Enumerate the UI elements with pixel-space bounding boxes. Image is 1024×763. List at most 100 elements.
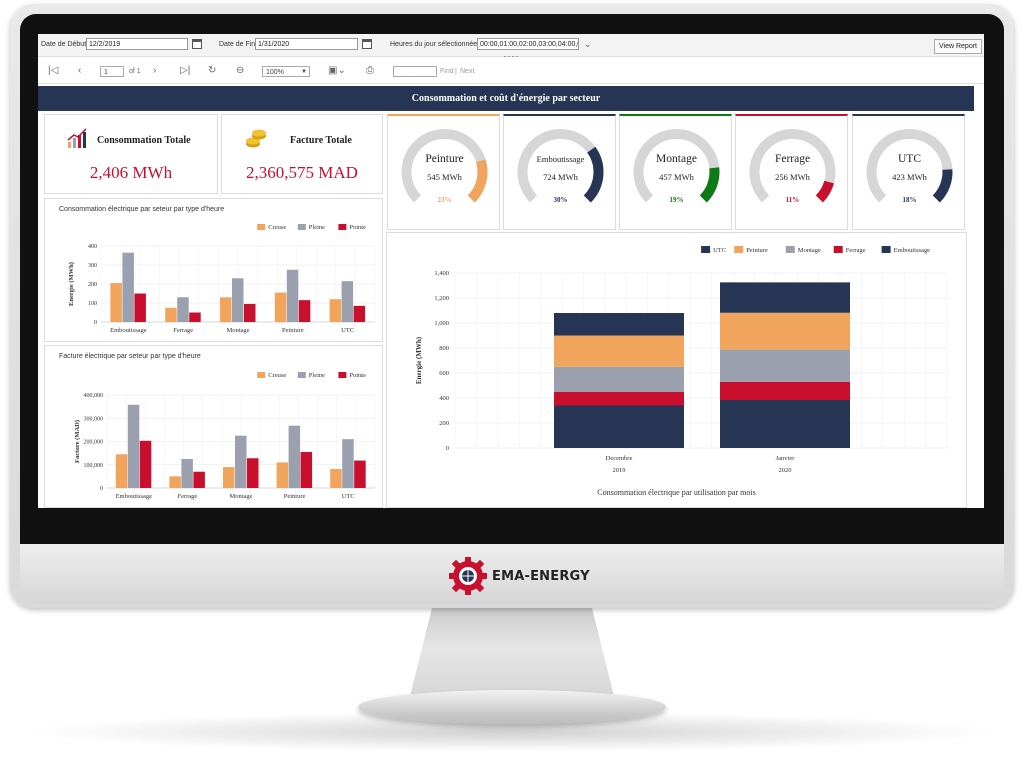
- y-tick-label: 0: [100, 486, 103, 492]
- gauge-percent: 30%: [554, 196, 568, 204]
- zoom-select[interactable]: 100% ▼: [262, 66, 310, 77]
- bar-creuse: [220, 297, 232, 322]
- page-number-input[interactable]: 1: [100, 66, 124, 77]
- monthly-chart-title: Consommation électrique par utilisation …: [597, 488, 756, 497]
- monitor-stand-base: [358, 690, 666, 724]
- x-tick-label: Ferrage: [177, 493, 197, 500]
- stack-segment-utc: [720, 282, 850, 313]
- coins-icon: [246, 129, 266, 148]
- save-icon[interactable]: ▣⌄: [328, 65, 346, 76]
- y-tick-label: 200: [439, 420, 449, 427]
- parameter-bar: Date de Début 12/2/2019 Date de Fin 1/31…: [38, 34, 984, 57]
- calendar-icon[interactable]: [192, 39, 202, 49]
- find-separator: |: [455, 68, 457, 75]
- print-icon[interactable]: ⎙: [366, 65, 374, 76]
- y-tick-label: 0: [94, 320, 97, 326]
- gauge-percent: 18%: [903, 196, 917, 204]
- gauge-peinture: Peinture 545 MWh 23%: [401, 129, 488, 215]
- next-page-icon[interactable]: ›: [153, 65, 157, 76]
- monthly-stacked-bar-chart: 0 200 400 600 800 1,000 1,200 1,400 Energie (MWh…: [415, 246, 948, 474]
- x-tick-label: Montage: [226, 327, 249, 334]
- legend-swatch: [881, 246, 891, 253]
- previous-page-icon[interactable]: ‹: [78, 65, 82, 76]
- heures-select[interactable]: 00:00,01:00,02:00,03:00,04:00,05:0: [477, 38, 579, 50]
- x-tick-label: Decembre: [606, 455, 633, 462]
- bar-creuse: [223, 467, 235, 488]
- x-tick-label: Montage: [229, 493, 252, 500]
- y-axis-label: Energie (MWh): [415, 336, 423, 384]
- kpi-facture-card: Facture Totale 2,360,575 MAD: [221, 114, 383, 194]
- gauge-utc: UTC 423 MWh 18%: [866, 129, 953, 215]
- bar-pointe: [354, 460, 366, 488]
- legend-label: UTC: [713, 247, 726, 254]
- legend-swatch: [701, 246, 711, 253]
- date-debut-input[interactable]: 12/2/2019: [86, 38, 188, 50]
- gear-logo-icon: [449, 557, 487, 595]
- legend-swatch: [257, 372, 266, 378]
- legend-label: Peinture: [746, 247, 768, 254]
- kpi-consommation-title: Consommation Totale: [97, 135, 191, 146]
- date-fin-input[interactable]: 1/31/2020: [255, 38, 358, 50]
- x-tick-label: Peinture: [282, 327, 304, 334]
- bar-creuse: [115, 454, 128, 488]
- legend-label: Montage: [798, 247, 821, 254]
- find-input[interactable]: [393, 66, 437, 77]
- legend-label: Pointe: [349, 372, 366, 379]
- chart-growth-icon: [67, 128, 87, 148]
- stack-segment-utc: [554, 313, 684, 336]
- bar-pleine: [127, 404, 140, 488]
- bar-creuse: [274, 292, 287, 322]
- conso-bar-chart-panel: Consommation électrique par seteur par t…: [44, 198, 383, 342]
- y-tick-label: 1,000: [434, 320, 449, 327]
- y-axis-label: Energie (MWh): [68, 262, 75, 306]
- legend-label: Pointe: [349, 224, 366, 231]
- view-report-button[interactable]: View Report: [934, 39, 982, 54]
- bar-pointe: [189, 312, 201, 322]
- gauge-card-utc: UTC 423 MWh 18%: [852, 114, 965, 230]
- stack-segment-ferrage: [554, 391, 684, 406]
- legend-swatch: [785, 246, 795, 253]
- y-tick-label: 400: [439, 395, 449, 402]
- kpi-consommation-value: 2,406 MWh: [89, 163, 173, 182]
- gauge-card-ferrage: Ferrage 256 MWh 11%: [735, 114, 848, 230]
- refresh-icon[interactable]: ↻: [208, 65, 217, 76]
- y-tick-label: 1,200: [434, 295, 449, 302]
- gauge-ferrage: Ferrage 256 MWh 11%: [749, 129, 836, 215]
- y-tick-label: 100: [88, 301, 97, 307]
- stack-segment-emboutissage: [554, 405, 684, 448]
- gauge-percent: 19%: [670, 196, 684, 204]
- last-page-icon[interactable]: ▷|: [180, 65, 191, 76]
- y-tick-label: 200: [88, 282, 97, 288]
- x-tick-label: Emboutissage: [116, 493, 153, 500]
- gauge-value: 545 MWh: [427, 172, 462, 182]
- brand-name: EMA-ENERGY: [492, 568, 590, 584]
- gauge-value-arc: [517, 129, 604, 215]
- chevron-down-icon[interactable]: ⌄: [584, 39, 592, 49]
- legend-swatch: [833, 246, 843, 253]
- brand-logo-group: EMA-ENERGY: [448, 556, 590, 596]
- kpi-consommation-card: Consommation Totale 2,406 MWh: [44, 114, 218, 194]
- y-tick-label: 200,000: [84, 440, 104, 446]
- x-tick-label: Emboutissage: [110, 327, 147, 334]
- gauge-emboutissage: Emboutissage 724 MWh 30%: [517, 129, 604, 215]
- bar-creuse: [329, 299, 342, 322]
- y-tick-label: 300,000: [84, 416, 104, 422]
- bar-pleine: [288, 425, 301, 488]
- report-toolbar: |◁ ‹ 1 of 1 › ▷| ↻ ⊖ 100% ▼ ▣⌄ ⎙ Find | N…: [38, 57, 984, 84]
- find-link[interactable]: Find: [440, 68, 454, 75]
- back-icon[interactable]: ⊖: [236, 65, 245, 76]
- legend-label: Creuse: [268, 224, 286, 231]
- next-link[interactable]: Next: [460, 68, 475, 75]
- monthly-stacked-chart-panel: 0 200 400 600 800 1,000 1,200 1,400 Energie (MWh…: [386, 232, 967, 508]
- conso-bar-chart: 0 100 200 300 400 Energie (MWh) Emboutissage Fe…: [68, 224, 376, 334]
- bar-pointe: [298, 300, 311, 322]
- y-tick-label: 300: [88, 263, 97, 269]
- stack-segment-peinture: [720, 312, 850, 350]
- first-page-icon[interactable]: |◁: [48, 65, 59, 76]
- calendar-icon[interactable]: [362, 39, 372, 49]
- bar-pleine: [177, 297, 189, 322]
- gauge-name: UTC: [898, 153, 921, 165]
- legend-swatch: [338, 372, 347, 378]
- bar-creuse: [110, 283, 122, 322]
- bar-pointe: [139, 440, 152, 488]
